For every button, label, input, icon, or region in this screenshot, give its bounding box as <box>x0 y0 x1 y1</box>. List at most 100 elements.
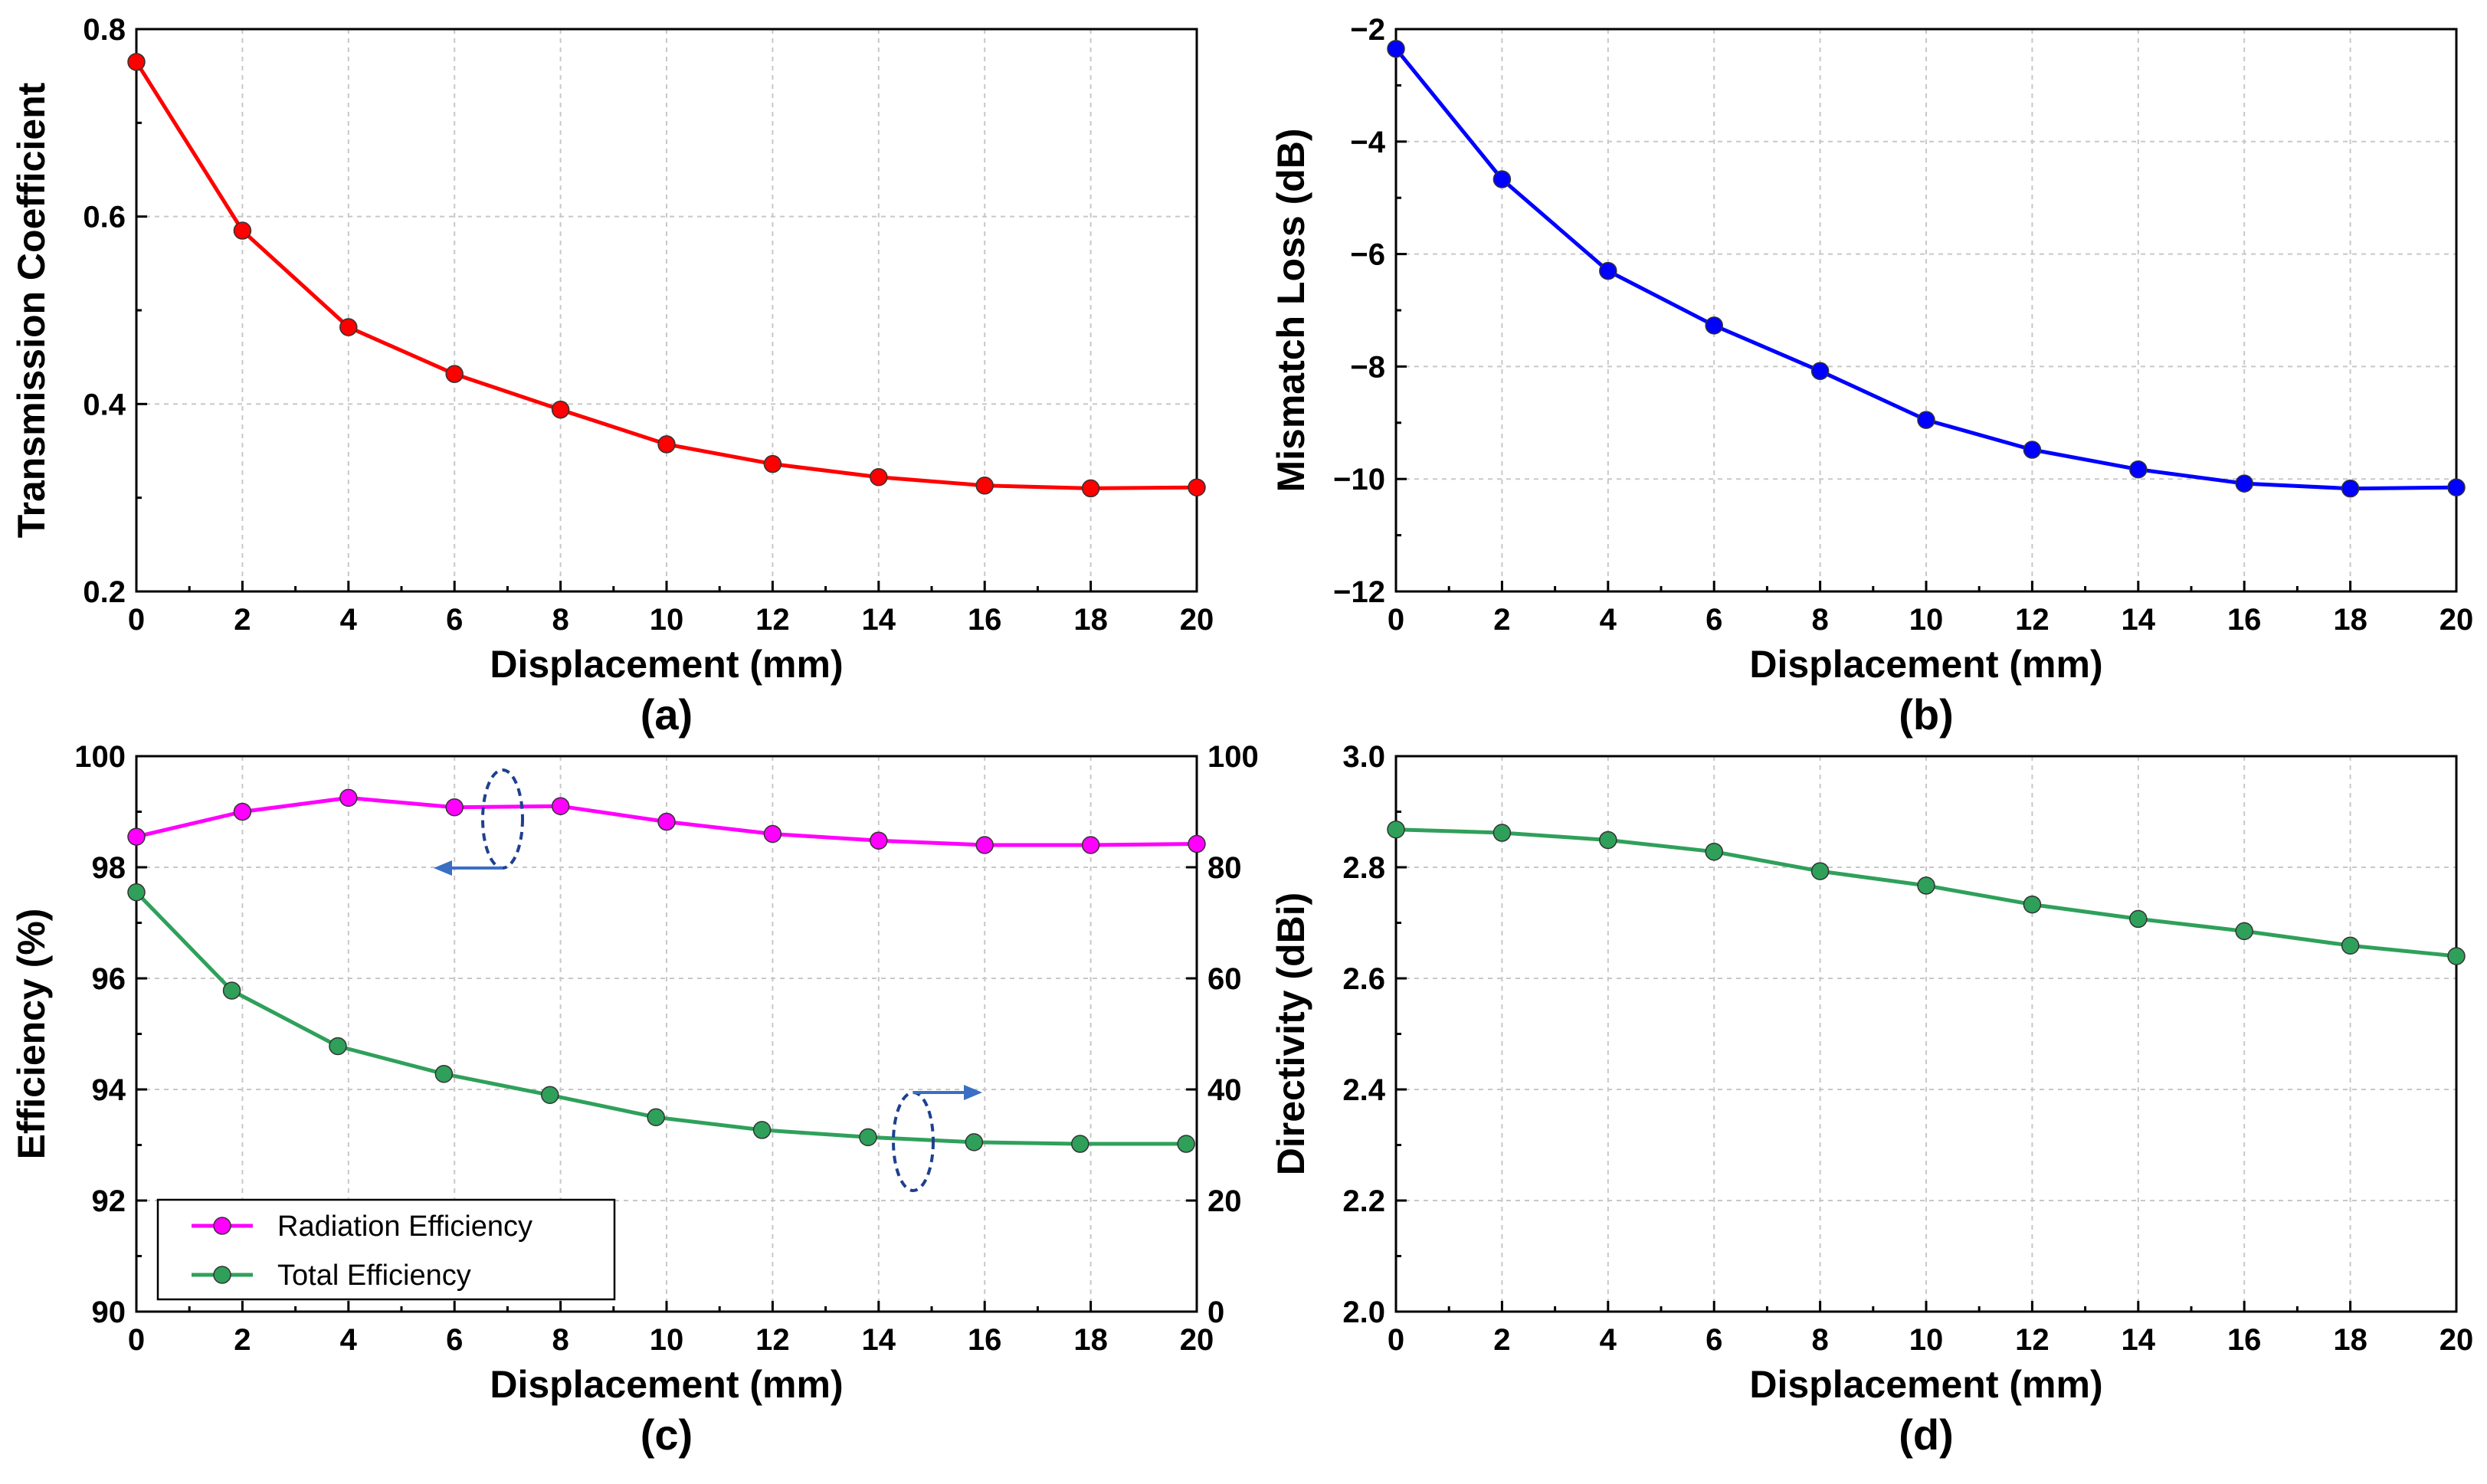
data-point <box>1917 411 1935 429</box>
x-tick-label: 6 <box>446 1323 463 1357</box>
data-point <box>1188 834 1206 853</box>
data-point <box>329 1037 347 1056</box>
y-tick-label: 92 <box>92 1184 126 1218</box>
y-tick-label: 2.8 <box>1342 851 1385 885</box>
x-tick-label: 8 <box>1811 1323 1828 1357</box>
y2-tick-label: 40 <box>1207 1073 1242 1107</box>
x-tick-label: 0 <box>128 1323 145 1357</box>
y-tick-label: 2.6 <box>1342 962 1385 996</box>
y-tick-label: −6 <box>1350 238 1385 272</box>
x-tick-label: 2 <box>1493 603 1510 637</box>
y2-tick-label: 100 <box>1207 740 1259 774</box>
panel-label: (a) <box>641 690 693 739</box>
data-point <box>2023 441 2042 459</box>
y-axis-label: Directivity (dBi) <box>1270 893 1312 1176</box>
y-tick-label: −4 <box>1350 126 1385 159</box>
data-point <box>1188 478 1206 496</box>
data-point <box>339 318 358 336</box>
x-tick-label: 16 <box>968 603 1002 637</box>
left-arrow-head-icon <box>434 860 452 876</box>
x-tick-label: 8 <box>1811 603 1828 637</box>
y-tick-label: 98 <box>92 851 126 885</box>
data-point <box>445 798 464 817</box>
x-tick-label: 10 <box>1909 603 1944 637</box>
x-tick-label: 18 <box>1073 1323 1108 1357</box>
panel-c: 0 2 4 6 8 10 12 14 16 18 2090929496981000204060801… <box>10 740 1259 1459</box>
x-tick-label: 4 <box>1600 1323 1617 1357</box>
left-axis-indicator-ellipse <box>481 768 524 870</box>
right-arrow-head-icon <box>964 1085 982 1100</box>
y-tick-label: 90 <box>92 1296 126 1329</box>
x-tick-label: 6 <box>446 603 463 637</box>
x-tick-label: 6 <box>1706 1323 1722 1357</box>
data-point <box>541 1086 559 1104</box>
data-point <box>127 827 146 846</box>
x-tick-label: 20 <box>2439 1323 2474 1357</box>
x-tick-label: 2 <box>234 1323 251 1357</box>
x-tick-label: 18 <box>1073 603 1108 637</box>
series-line-1 <box>135 890 1187 1146</box>
y2-tick-label: 20 <box>1207 1184 1242 1218</box>
data-point <box>1705 842 1723 861</box>
data-point <box>965 1133 984 1151</box>
x-tick-label: 14 <box>2122 1323 2156 1357</box>
legend-swatch-marker <box>213 1217 231 1235</box>
x-tick-label: 8 <box>552 1323 569 1357</box>
y-tick-label: 0.6 <box>83 201 126 234</box>
x-tick-label: 10 <box>650 603 684 637</box>
data-point <box>2447 947 2466 965</box>
panel-label: (d) <box>1899 1410 1954 1459</box>
x-tick-label: 14 <box>862 603 896 637</box>
y-tick-label: 100 <box>74 740 126 774</box>
data-point <box>2447 478 2466 496</box>
x-tick-label: 14 <box>2122 603 2156 637</box>
data-point <box>2129 909 2148 929</box>
y2-tick-label: 0 <box>1207 1296 1224 1329</box>
y-tick-label: 0.4 <box>83 388 126 421</box>
data-point <box>127 883 146 902</box>
data-point <box>1387 820 1405 839</box>
x-tick-label: 12 <box>2015 1323 2050 1357</box>
x-axis-label: Displacement (mm) <box>1749 1363 2102 1406</box>
data-point <box>1599 261 1617 280</box>
x-tick-label: 8 <box>552 603 569 637</box>
y-tick-label: −10 <box>1333 463 1385 496</box>
data-point <box>975 836 994 854</box>
y-tick-label: 0.2 <box>83 575 126 609</box>
panel-b: 0 2 4 6 8 10 12 14 16 18 20 −12 −10 −8 −6 −4 −2 Displacem… <box>1270 13 2473 739</box>
panel-label: (b) <box>1899 690 1954 739</box>
data-point <box>551 400 570 419</box>
data-point <box>339 788 358 808</box>
y-tick-label: 2.2 <box>1342 1184 1385 1218</box>
y-axis-label: Mismatch Loss (dB) <box>1270 128 1312 492</box>
data-point <box>870 468 888 486</box>
x-tick-label: 2 <box>234 603 251 637</box>
x-axis-label: Displacement (mm) <box>490 643 843 686</box>
x-tick-label: 18 <box>2333 1323 2367 1357</box>
data-point <box>1177 1135 1195 1153</box>
x-tick-label: 4 <box>1600 603 1617 637</box>
y-tick-label: 3.0 <box>1342 740 1385 774</box>
x-tick-label: 18 <box>2333 603 2367 637</box>
data-point <box>2341 936 2360 955</box>
x-tick-label: 10 <box>650 1323 684 1357</box>
data-point <box>434 1064 454 1083</box>
legend-label: Total Efficiency <box>277 1260 471 1292</box>
legend-box <box>156 1198 616 1301</box>
y-tick-label: 96 <box>92 962 126 996</box>
y2-tick-label: 60 <box>1207 962 1242 996</box>
x-axis-label: Displacement (mm) <box>1749 643 2102 686</box>
data-point <box>975 477 994 495</box>
data-point <box>657 812 676 831</box>
data-point <box>2023 895 2042 914</box>
x-tick-label: 12 <box>2015 603 2050 637</box>
data-point <box>1599 830 1617 850</box>
data-point <box>1387 39 1405 58</box>
x-tick-label: 0 <box>1388 1323 1404 1357</box>
legend-swatch-marker <box>213 1266 231 1284</box>
x-tick-label: 10 <box>1909 1323 1944 1357</box>
data-point <box>233 802 252 821</box>
y-tick-label: −8 <box>1350 350 1385 384</box>
x-tick-label: 6 <box>1706 603 1722 637</box>
